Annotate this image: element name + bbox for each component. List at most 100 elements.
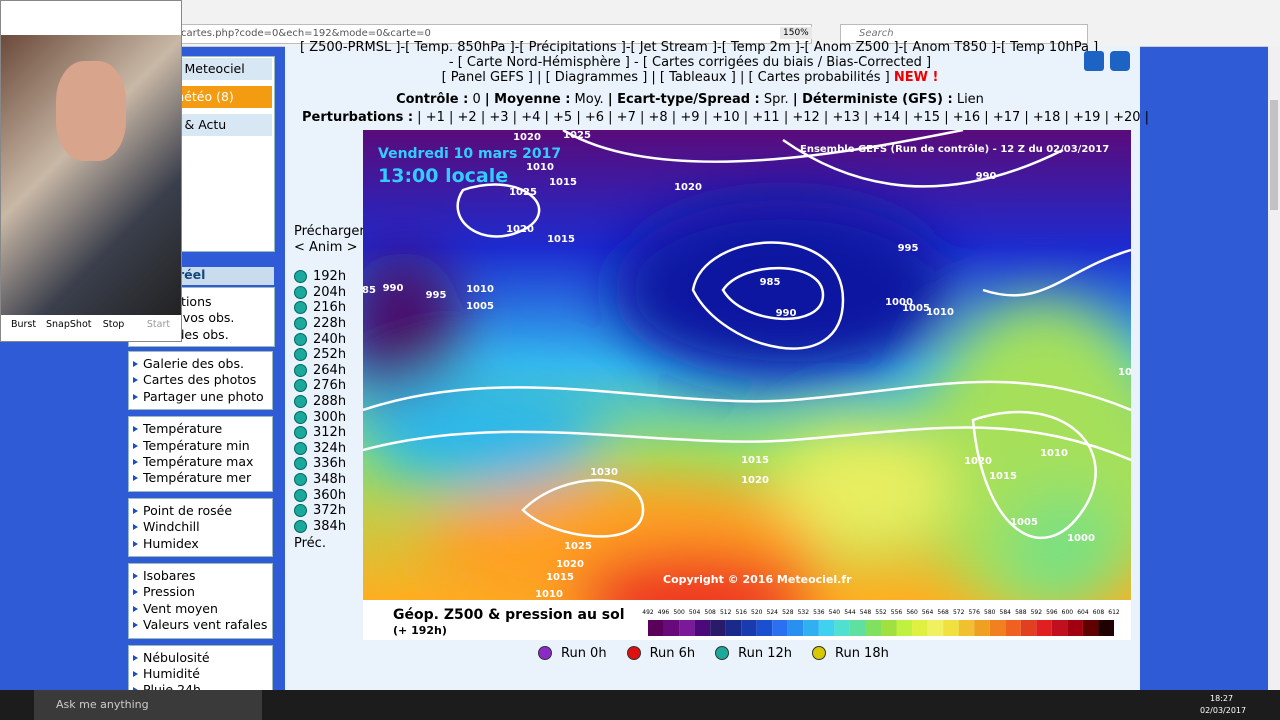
menu-item[interactable]: Humidex (129, 536, 272, 552)
hour-label[interactable]: 288h (313, 394, 347, 410)
menu-item[interactable]: Humidité (129, 666, 272, 682)
perturbation-link[interactable]: +10 (712, 110, 740, 125)
control-value[interactable]: 0 (472, 92, 481, 107)
hour-label[interactable]: 264h (313, 362, 347, 378)
save-icon[interactable] (1084, 51, 1104, 71)
perturbation-link[interactable]: +9 (680, 110, 700, 125)
hour-dot[interactable] (294, 379, 307, 393)
hour-label[interactable]: 372h (313, 503, 347, 519)
scroll-thumb[interactable] (1270, 100, 1278, 210)
menu-item[interactable]: Galerie des obs. (129, 356, 272, 372)
hour-dot[interactable] (294, 363, 307, 377)
hour-dot[interactable] (294, 473, 307, 487)
run-dot[interactable] (715, 646, 730, 660)
hour-label[interactable]: 348h (313, 472, 347, 488)
hour-label[interactable]: 192h (313, 269, 347, 285)
hour-label[interactable]: 300h (313, 409, 347, 425)
run-dot[interactable] (538, 646, 552, 660)
perturbation-link[interactable]: +16 (952, 110, 981, 125)
run-option[interactable]: Run 18h (812, 646, 889, 661)
menu-item[interactable]: Température (129, 421, 272, 437)
control-value[interactable]: Spr. (763, 92, 789, 107)
menu-item[interactable]: Température mer (129, 470, 272, 486)
hour-dot[interactable] (294, 519, 307, 533)
webcam-button[interactable]: Burst (10, 319, 37, 330)
run-option[interactable]: Run 0h (538, 646, 607, 661)
menu-item[interactable]: Cartes des photos (129, 372, 272, 388)
webcam-titlebar[interactable] (1, 1, 181, 35)
hour-label[interactable]: 360h (313, 487, 347, 503)
video-icon[interactable] (1110, 51, 1130, 71)
hour-label[interactable]: 252h (313, 347, 347, 363)
perturbation-link[interactable]: +3 (489, 110, 509, 125)
links-line[interactable]: - [ Carte Nord-Hémisphère ] - [ Cartes c… (448, 55, 932, 70)
hour-label[interactable]: 204h (313, 284, 347, 300)
hour-label[interactable]: 276h (313, 378, 347, 394)
perturbation-link[interactable]: +12 (792, 110, 820, 125)
hour-dot[interactable] (294, 457, 307, 471)
menu-item[interactable]: Valeurs vent rafales (129, 617, 272, 633)
perturbation-link[interactable]: +13 (832, 110, 860, 125)
hour-label[interactable]: 336h (313, 456, 347, 472)
menu-item[interactable]: Pression (129, 584, 272, 600)
hour-dot[interactable] (294, 441, 307, 455)
menu-item[interactable]: Windchill (129, 519, 272, 535)
hour-label[interactable]: 228h (313, 316, 347, 332)
control-value[interactable]: Lien (956, 92, 984, 107)
menu-item[interactable]: Point de rosée (129, 503, 272, 519)
hour-dot[interactable] (294, 504, 307, 518)
perturbation-link[interactable]: +1 (425, 110, 445, 125)
links-line[interactable]: [ Z500-PRMSL ]-[ Temp. 850hPa ]-[ Précip… (300, 40, 1099, 55)
hour-dot[interactable] (294, 426, 307, 440)
perturbation-link[interactable]: +4 (521, 110, 541, 125)
menu-item[interactable]: er vos obs. (166, 310, 235, 326)
cortana-search[interactable]: Ask me anything (34, 690, 262, 720)
webcam-window[interactable]: Burst SnapShot Stop Start (0, 0, 182, 342)
webcam-button[interactable]: SnapShot (46, 319, 92, 330)
hour-dot[interactable] (294, 285, 307, 299)
hour-dot[interactable] (294, 317, 307, 331)
run-option[interactable]: Run 6h (626, 645, 696, 661)
hour-dot[interactable] (294, 410, 307, 424)
hour-dot[interactable] (294, 348, 307, 362)
perturbation-link[interactable]: +15 (912, 110, 941, 125)
menu-item[interactable]: Température min (129, 438, 272, 454)
hour-label[interactable]: 216h (313, 300, 347, 316)
run-label[interactable]: Run 6h (649, 645, 696, 661)
perturbation-link[interactable]: +19 (1073, 110, 1101, 125)
run-option[interactable]: Run 12h (715, 646, 792, 661)
perturbation-link[interactable]: +14 (872, 110, 900, 125)
prev-link[interactable]: Préc. (294, 536, 326, 551)
perturbation-link[interactable]: +20 (1113, 110, 1141, 125)
webcam-button[interactable]: Start (146, 319, 171, 330)
perturbation-link[interactable]: +18 (1032, 110, 1061, 125)
menu-item[interactable]: Température max (129, 454, 272, 470)
menu-item[interactable]: Partager une photo (129, 389, 272, 405)
hour-dot[interactable] (294, 332, 307, 346)
anim-link[interactable]: < Anim > (294, 240, 358, 255)
run-label[interactable]: Run 18h (835, 645, 889, 661)
perturbation-link[interactable]: +2 (457, 110, 477, 125)
hour-label[interactable]: 324h (313, 440, 347, 456)
menu-item[interactable]: Isobares (129, 568, 272, 584)
search-box[interactable]: Search (840, 24, 1088, 44)
webcam-button[interactable]: Stop (102, 319, 125, 330)
menu-item[interactable]: Nébulosité (129, 650, 272, 666)
hour-label[interactable]: 240h (313, 331, 347, 347)
perturbation-link[interactable]: +7 (616, 110, 636, 125)
hour-label[interactable]: 312h (313, 425, 347, 441)
perturbation-link[interactable]: +5 (553, 110, 573, 125)
zoom[interactable]: 150% (780, 27, 812, 39)
run-dot[interactable] (812, 646, 826, 660)
control-value[interactable]: Moy. (574, 92, 604, 107)
perturbation-link[interactable]: +8 (648, 110, 668, 125)
links-line[interactable]: [ Panel GEFS ] | [ Diagrammes ] | [ Tabl… (441, 70, 890, 85)
perturbation-link[interactable]: +17 (992, 110, 1021, 125)
menu-item[interactable]: Vent moyen (129, 601, 272, 617)
perturbation-link[interactable]: +6 (584, 110, 605, 125)
run-dot[interactable] (626, 646, 641, 660)
hour-dot[interactable] (294, 270, 307, 284)
hour-dot[interactable] (294, 395, 307, 409)
perturbation-link[interactable]: +11 (752, 110, 780, 125)
run-label[interactable]: Run 0h (561, 645, 607, 661)
